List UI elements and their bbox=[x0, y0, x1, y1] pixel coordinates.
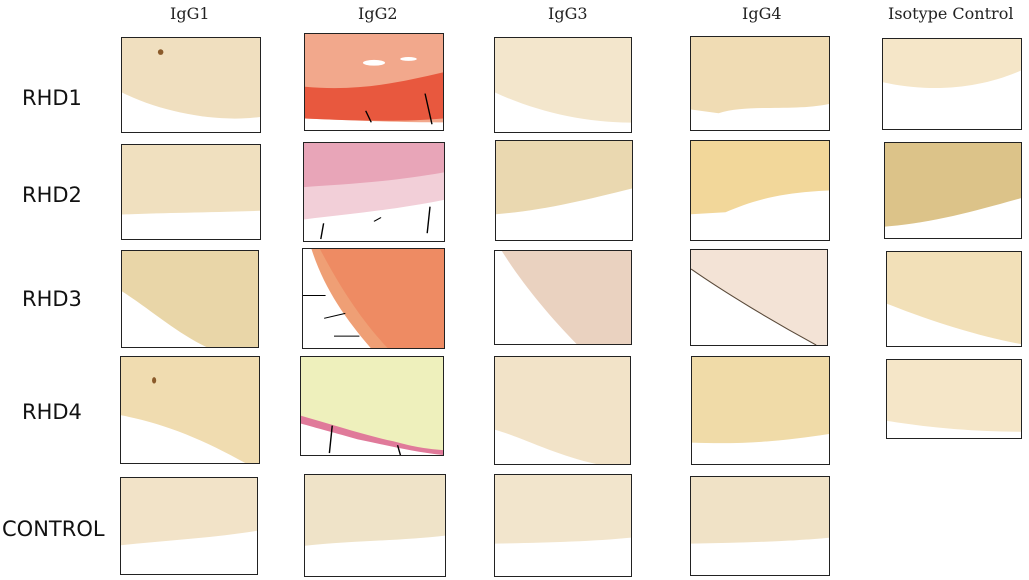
micrograph-rhd4-igg2 bbox=[300, 356, 444, 456]
micrograph-rhd1-igg3 bbox=[494, 37, 632, 133]
micrograph-control-igg2 bbox=[304, 474, 446, 577]
row-label-rhd2: RHD2 bbox=[22, 183, 82, 207]
row-label-rhd1: RHD1 bbox=[22, 86, 82, 110]
micrograph-rhd2-igg3 bbox=[495, 140, 633, 241]
micrograph-control-igg1 bbox=[120, 477, 258, 575]
micrograph-rhd3-igg2 bbox=[302, 248, 445, 349]
micrograph-rhd1-igg1 bbox=[121, 37, 261, 133]
micrograph-rhd1-igg4 bbox=[690, 36, 830, 131]
micrograph-rhd1-isotype-control bbox=[882, 38, 1022, 130]
column-header-isotype-control: Isotype Control bbox=[888, 4, 1014, 23]
row-label-rhd4: RHD4 bbox=[22, 400, 82, 424]
column-header-igg2: IgG2 bbox=[358, 4, 398, 23]
micrograph-rhd3-igg3 bbox=[494, 250, 632, 345]
micrograph-rhd4-isotype-control bbox=[886, 359, 1022, 439]
micrograph-rhd1-igg2 bbox=[304, 33, 444, 131]
micrograph-rhd2-igg2 bbox=[303, 142, 445, 242]
row-label-rhd3: RHD3 bbox=[22, 287, 82, 311]
column-header-igg4: IgG4 bbox=[742, 4, 782, 23]
micrograph-control-igg4 bbox=[690, 476, 830, 576]
micrograph-control-igg3 bbox=[494, 474, 632, 577]
micrograph-rhd4-igg1 bbox=[120, 356, 260, 464]
micrograph-rhd3-igg1 bbox=[121, 250, 259, 348]
micrograph-rhd4-igg3 bbox=[494, 356, 631, 465]
micrograph-rhd2-igg1 bbox=[121, 144, 261, 240]
column-header-igg1: IgG1 bbox=[170, 4, 210, 23]
micrograph-rhd3-igg4 bbox=[690, 249, 828, 346]
row-label-control: CONTROL bbox=[2, 517, 105, 541]
micrograph-rhd2-igg4 bbox=[690, 140, 830, 241]
micrograph-rhd4-igg4 bbox=[691, 356, 830, 465]
micrograph-rhd2-isotype-control bbox=[884, 142, 1022, 239]
column-header-igg3: IgG3 bbox=[548, 4, 588, 23]
micrograph-rhd3-isotype-control bbox=[886, 251, 1022, 347]
